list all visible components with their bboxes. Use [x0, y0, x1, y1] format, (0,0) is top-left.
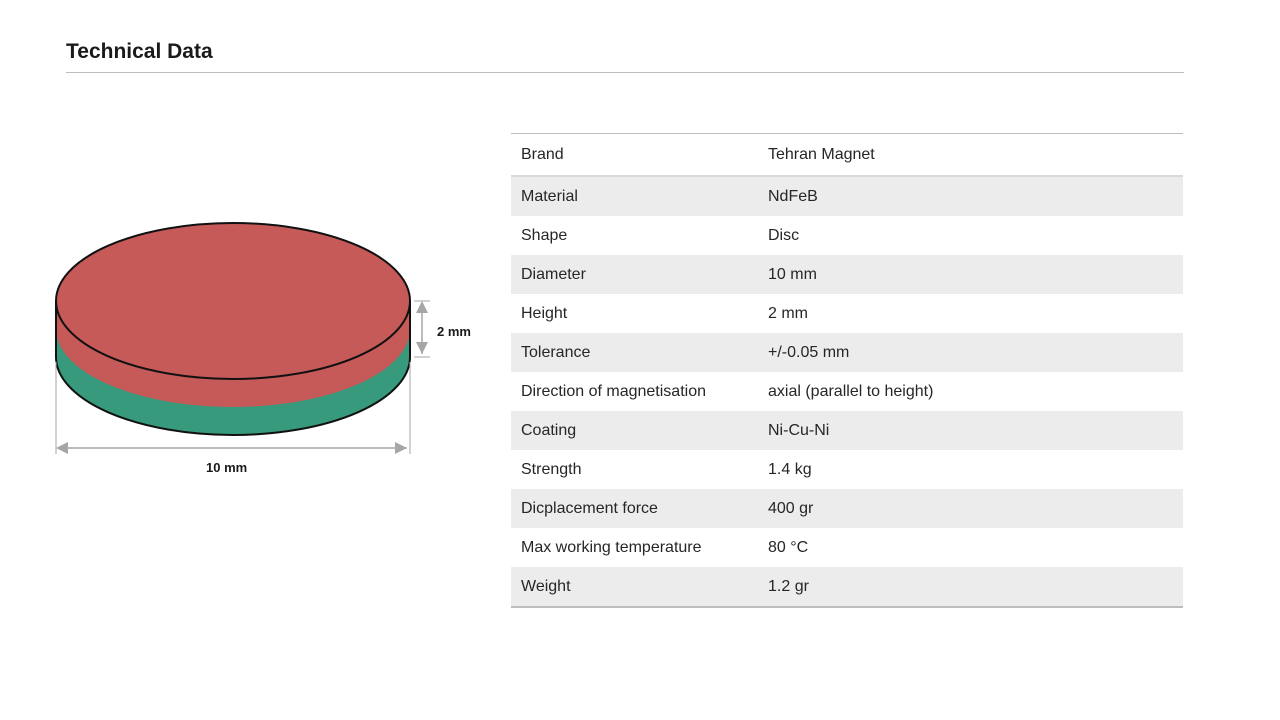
spec-row: Material NdFeB: [511, 177, 1183, 216]
title-divider: [66, 72, 1184, 73]
spec-value: Ni-Cu-Ni: [768, 421, 830, 439]
spec-label: Dicplacement force: [521, 499, 658, 517]
spec-row: Dicplacement force 400 gr: [511, 489, 1183, 528]
magnet-bottom-edge: [55, 356, 411, 436]
magnet-diagram: 2 mm 10 mm: [40, 210, 500, 490]
spec-value: 1.4 kg: [768, 460, 812, 478]
spec-label: Max working temperature: [521, 538, 702, 556]
spec-row: Weight 1.2 gr: [511, 567, 1183, 606]
spec-value: +/-0.05 mm: [768, 343, 850, 361]
spec-row: Brand Tehran Magnet: [511, 134, 1183, 177]
spec-label: Height: [521, 304, 568, 322]
spec-row: Shape Disc: [511, 216, 1183, 255]
spec-row: Strength 1.4 kg: [511, 450, 1183, 489]
spec-row: Coating Ni-Cu-Ni: [511, 411, 1183, 450]
spec-table: Brand Tehran Magnet Material NdFeB Shape Disc…: [511, 133, 1183, 608]
spec-label: Shape: [521, 226, 568, 244]
spec-label: Diameter: [521, 265, 586, 283]
magnet-top-face: [55, 222, 411, 380]
spec-row: Direction of magnetisation axial (paralle…: [511, 372, 1183, 411]
spec-value: 10 mm: [768, 265, 817, 283]
height-dimension-label: 2 mm: [437, 324, 471, 339]
spec-value: 400 gr: [768, 499, 814, 517]
disc-magnet-illustration: 2 mm 10 mm: [55, 222, 471, 475]
spec-label: Direction of magnetisation: [521, 382, 706, 400]
spec-label: Weight: [521, 577, 571, 595]
spec-label: Tolerance: [521, 343, 591, 361]
spec-label: Coating: [521, 421, 577, 439]
spec-value: axial (parallel to height): [768, 382, 934, 400]
spec-row: Diameter 10 mm: [511, 255, 1183, 294]
spec-value: 2 mm: [768, 304, 808, 322]
spec-value: NdFeB: [768, 187, 818, 205]
spec-value: Disc: [768, 226, 800, 244]
spec-value: 80 °C: [768, 538, 809, 556]
spec-row: Max working temperature 80 °C: [511, 528, 1183, 567]
spec-label: Strength: [521, 460, 582, 478]
spec-label: Material: [521, 187, 578, 205]
page-title: Technical Data: [66, 40, 213, 63]
spec-value: Tehran Magnet: [768, 145, 875, 163]
spec-row: Tolerance +/-0.05 mm: [511, 333, 1183, 372]
spec-value: 1.2 gr: [768, 577, 809, 595]
diameter-dimension-label: 10 mm: [206, 460, 247, 475]
spec-label: Brand: [521, 145, 564, 163]
spec-row: Height 2 mm: [511, 294, 1183, 333]
